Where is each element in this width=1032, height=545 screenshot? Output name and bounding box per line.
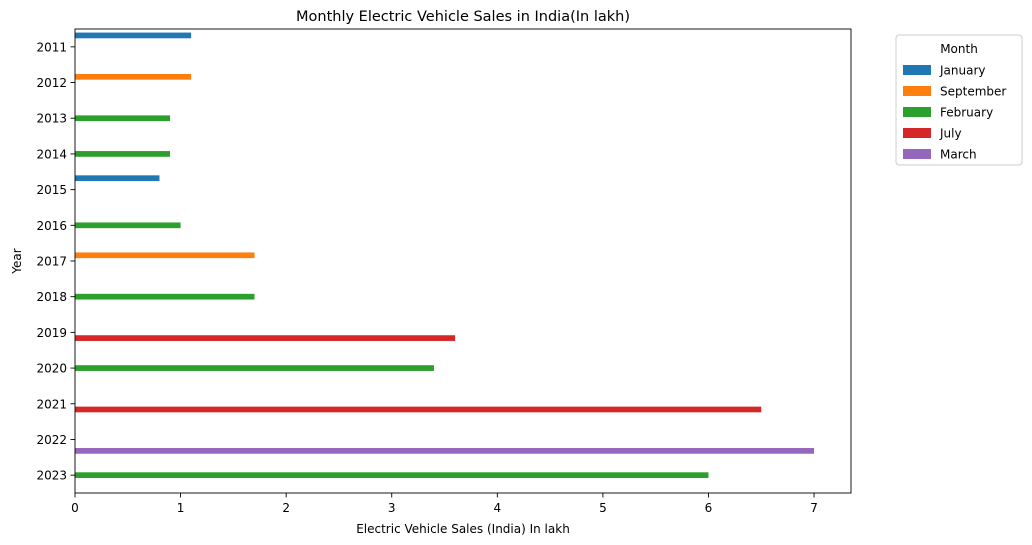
bars <box>75 32 815 479</box>
legend-label-september: September <box>940 85 1006 99</box>
legend-swatch-january <box>903 65 931 75</box>
chart-title: Monthly Electric Vehicle Sales in India(… <box>296 9 630 25</box>
bar-2012-september <box>75 73 192 80</box>
bar-2022-march <box>75 448 815 454</box>
y-tick-label: 2013 <box>36 112 67 126</box>
y-tick-label: 2011 <box>36 40 67 54</box>
bar-2013-february <box>75 115 171 122</box>
y-tick-label: 2021 <box>36 397 67 411</box>
y-tick-label: 2020 <box>36 362 67 376</box>
legend-label-february: February <box>940 106 993 120</box>
y-tick-label: 2018 <box>36 290 67 304</box>
bar-2016-february <box>75 222 181 229</box>
legend: Month January September February July March <box>895 34 1023 166</box>
legend-title: Month <box>940 42 978 56</box>
y-axis-label: Year <box>10 248 24 274</box>
bar-2017-september <box>75 252 255 259</box>
legend-swatch-february <box>903 107 931 117</box>
bar-2021-july <box>75 406 762 413</box>
y-tick-label: 2017 <box>36 255 67 269</box>
x-tick-label: 3 <box>388 501 396 515</box>
x-tick-label: 5 <box>599 501 607 515</box>
x-tick-label: 0 <box>71 501 79 515</box>
bar-2020-february <box>75 365 434 371</box>
bar-2011-january <box>75 32 192 39</box>
x-axis-label: Electric Vehicle Sales (India) In lakh <box>356 522 570 536</box>
y-axis-ticks: 2011 2012 2013 2014 2015 2016 2017 2018 2019 2020… <box>36 40 75 483</box>
y-tick-label: 2023 <box>36 469 67 483</box>
legend-label-january: January <box>939 64 986 78</box>
bar-2014-february <box>75 151 171 157</box>
legend-label-july: July <box>939 127 962 141</box>
legend-label-march: March <box>940 148 977 162</box>
legend-swatch-september <box>903 86 931 96</box>
legend-swatch-july <box>903 128 931 138</box>
bar-2019-july <box>75 335 456 341</box>
y-tick-label: 2019 <box>36 326 67 340</box>
y-tick-label: 2014 <box>36 147 67 161</box>
legend-swatch-march <box>903 149 931 159</box>
legend-items: January September February July March <box>903 64 1006 162</box>
x-tick-label: 6 <box>705 501 713 515</box>
x-tick-label: 1 <box>177 501 185 515</box>
bar-2023-february <box>75 472 709 479</box>
x-tick-label: 2 <box>282 501 290 515</box>
y-tick-label: 2015 <box>36 183 67 197</box>
x-tick-label: 7 <box>810 501 818 515</box>
y-tick-label: 2012 <box>36 76 67 90</box>
y-tick-label: 2022 <box>36 433 67 447</box>
y-tick-label: 2016 <box>36 219 67 233</box>
plot-frame <box>74 28 852 494</box>
x-tick-label: 4 <box>493 501 501 515</box>
bar-2015-january <box>75 175 160 182</box>
x-axis-ticks: 0 1 2 3 4 5 6 7 <box>71 493 818 515</box>
bar-2018-february <box>75 293 255 300</box>
